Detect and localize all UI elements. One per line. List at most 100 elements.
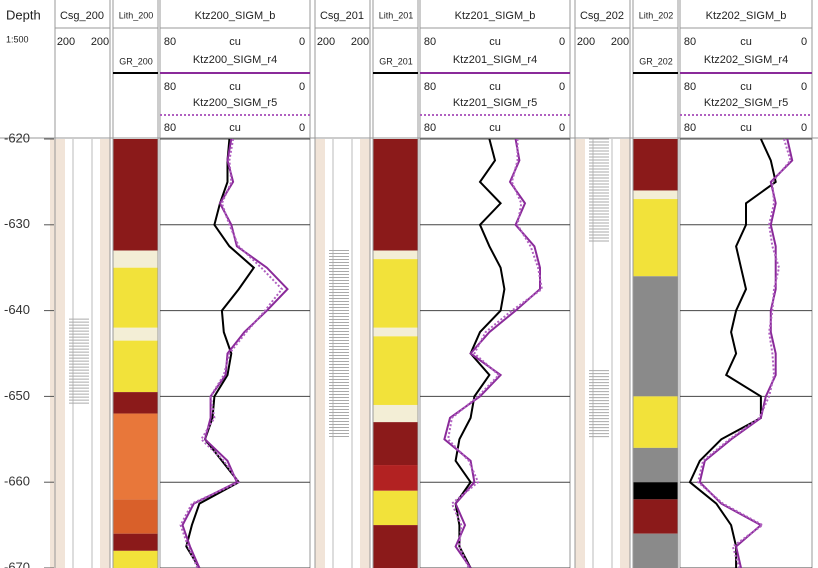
lithology-interval	[633, 447, 678, 483]
track-name: Ktz202_SIGM_b	[706, 10, 787, 22]
depth-tick-label: -620	[4, 130, 30, 145]
scale-left: 80	[164, 122, 176, 134]
casing-scale: 200	[611, 36, 629, 48]
scale-left: 80	[424, 122, 436, 134]
lithology-interval	[633, 533, 678, 568]
depth-tick-label: -670	[4, 559, 30, 568]
lithology-interval	[633, 199, 678, 277]
lithology-interval	[113, 267, 158, 328]
log-curve	[447, 139, 543, 568]
lith-name: Lith_200	[119, 10, 154, 20]
lithology-interval	[373, 139, 418, 251]
lithology-interval	[113, 392, 158, 414]
casing-scale: 200	[57, 36, 75, 48]
casing-scale: 200	[317, 36, 335, 48]
gr-name: GR_202	[639, 56, 673, 66]
lithology-interval	[113, 139, 158, 251]
lithology-interval	[373, 422, 418, 466]
track-name: Ktz200_SIGM_b	[195, 10, 276, 22]
depth-tick-label: -650	[4, 388, 30, 403]
casing-strip	[575, 139, 585, 568]
scale-unit: cu	[229, 36, 241, 48]
lith-name: Lith_202	[639, 10, 674, 20]
track-name: Ktz201_SIGM_b	[455, 10, 536, 22]
lithology-interval	[113, 550, 158, 568]
track-name: Ktz200_SIGM_r5	[193, 97, 277, 109]
scale-left: 80	[164, 81, 176, 93]
lithology-interval	[633, 139, 678, 191]
scale-right: 0	[559, 122, 565, 134]
depth-tick-label: -630	[4, 216, 30, 231]
track-name: Ktz201_SIGM_r5	[453, 97, 537, 109]
scale-right: 0	[559, 81, 565, 93]
lithology-interval	[373, 465, 418, 491]
casing-scale: 200	[91, 36, 109, 48]
scale-left: 80	[164, 36, 176, 48]
lithology-interval	[633, 396, 678, 448]
lithology-interval	[373, 336, 418, 405]
log-curve	[185, 138, 256, 568]
scale-right: 0	[299, 36, 305, 48]
lithology-interval	[373, 259, 418, 328]
scale-unit: cu	[229, 122, 241, 134]
track-name: Ktz202_SIGM_r4	[704, 54, 788, 66]
lithology-interval	[373, 404, 418, 423]
lithology-interval	[373, 327, 418, 337]
scale-right: 0	[299, 122, 305, 134]
lithology-interval	[113, 533, 158, 551]
casing-scale: 200	[577, 36, 595, 48]
lithology-interval	[633, 190, 678, 200]
lithology-interval	[113, 413, 158, 500]
track-name: Ktz201_SIGM_r4	[453, 54, 537, 66]
log-curve	[688, 138, 777, 568]
scale-right: 0	[299, 81, 305, 93]
track-name: Ktz202_SIGM_r5	[704, 97, 788, 109]
log-curve	[696, 138, 792, 568]
casing-strip	[55, 139, 65, 568]
scale-right: 0	[801, 36, 807, 48]
casing-strip	[360, 139, 370, 568]
scale-left: 80	[684, 36, 696, 48]
depth-label: Depth	[6, 7, 41, 22]
scale-unit: cu	[489, 36, 501, 48]
lithology-interval	[113, 340, 158, 393]
casing-scale: 200	[351, 36, 369, 48]
lithology-interval	[113, 250, 158, 268]
lithology-interval	[373, 525, 418, 568]
scale-label: 1:500	[6, 34, 29, 44]
lithology-interval	[373, 490, 418, 526]
log-curve	[443, 138, 541, 568]
scale-unit: cu	[489, 81, 501, 93]
casing-name: Csg_202	[580, 10, 624, 22]
log-curve	[181, 138, 289, 568]
casing-strip	[620, 139, 630, 568]
lithology-interval	[633, 482, 678, 500]
gr-name: GR_201	[379, 56, 413, 66]
log-curve	[179, 138, 284, 568]
depth-column-strip	[50, 139, 56, 568]
scale-left: 80	[424, 36, 436, 48]
scale-right: 0	[559, 36, 565, 48]
casing-strip	[315, 139, 325, 568]
casing-name: Csg_201	[320, 10, 364, 22]
log-curve	[698, 138, 794, 568]
lithology-interval	[113, 327, 158, 341]
scale-unit: cu	[229, 81, 241, 93]
lith-name: Lith_201	[379, 10, 414, 20]
lithology-interval	[373, 250, 418, 260]
depth-tick-label: -640	[4, 302, 30, 317]
scale-left: 80	[684, 81, 696, 93]
lithology-interval	[113, 499, 158, 534]
casing-strip	[100, 139, 110, 568]
lithology-interval	[633, 499, 678, 534]
depth-tick-label: -660	[4, 474, 30, 489]
scale-unit: cu	[489, 122, 501, 134]
scale-left: 80	[424, 81, 436, 93]
scale-right: 0	[801, 122, 807, 134]
lithology-interval	[633, 276, 678, 397]
scale-left: 80	[684, 122, 696, 134]
track-name: Ktz200_SIGM_r4	[193, 54, 277, 66]
gr-name: GR_200	[119, 56, 153, 66]
scale-unit: cu	[740, 81, 752, 93]
